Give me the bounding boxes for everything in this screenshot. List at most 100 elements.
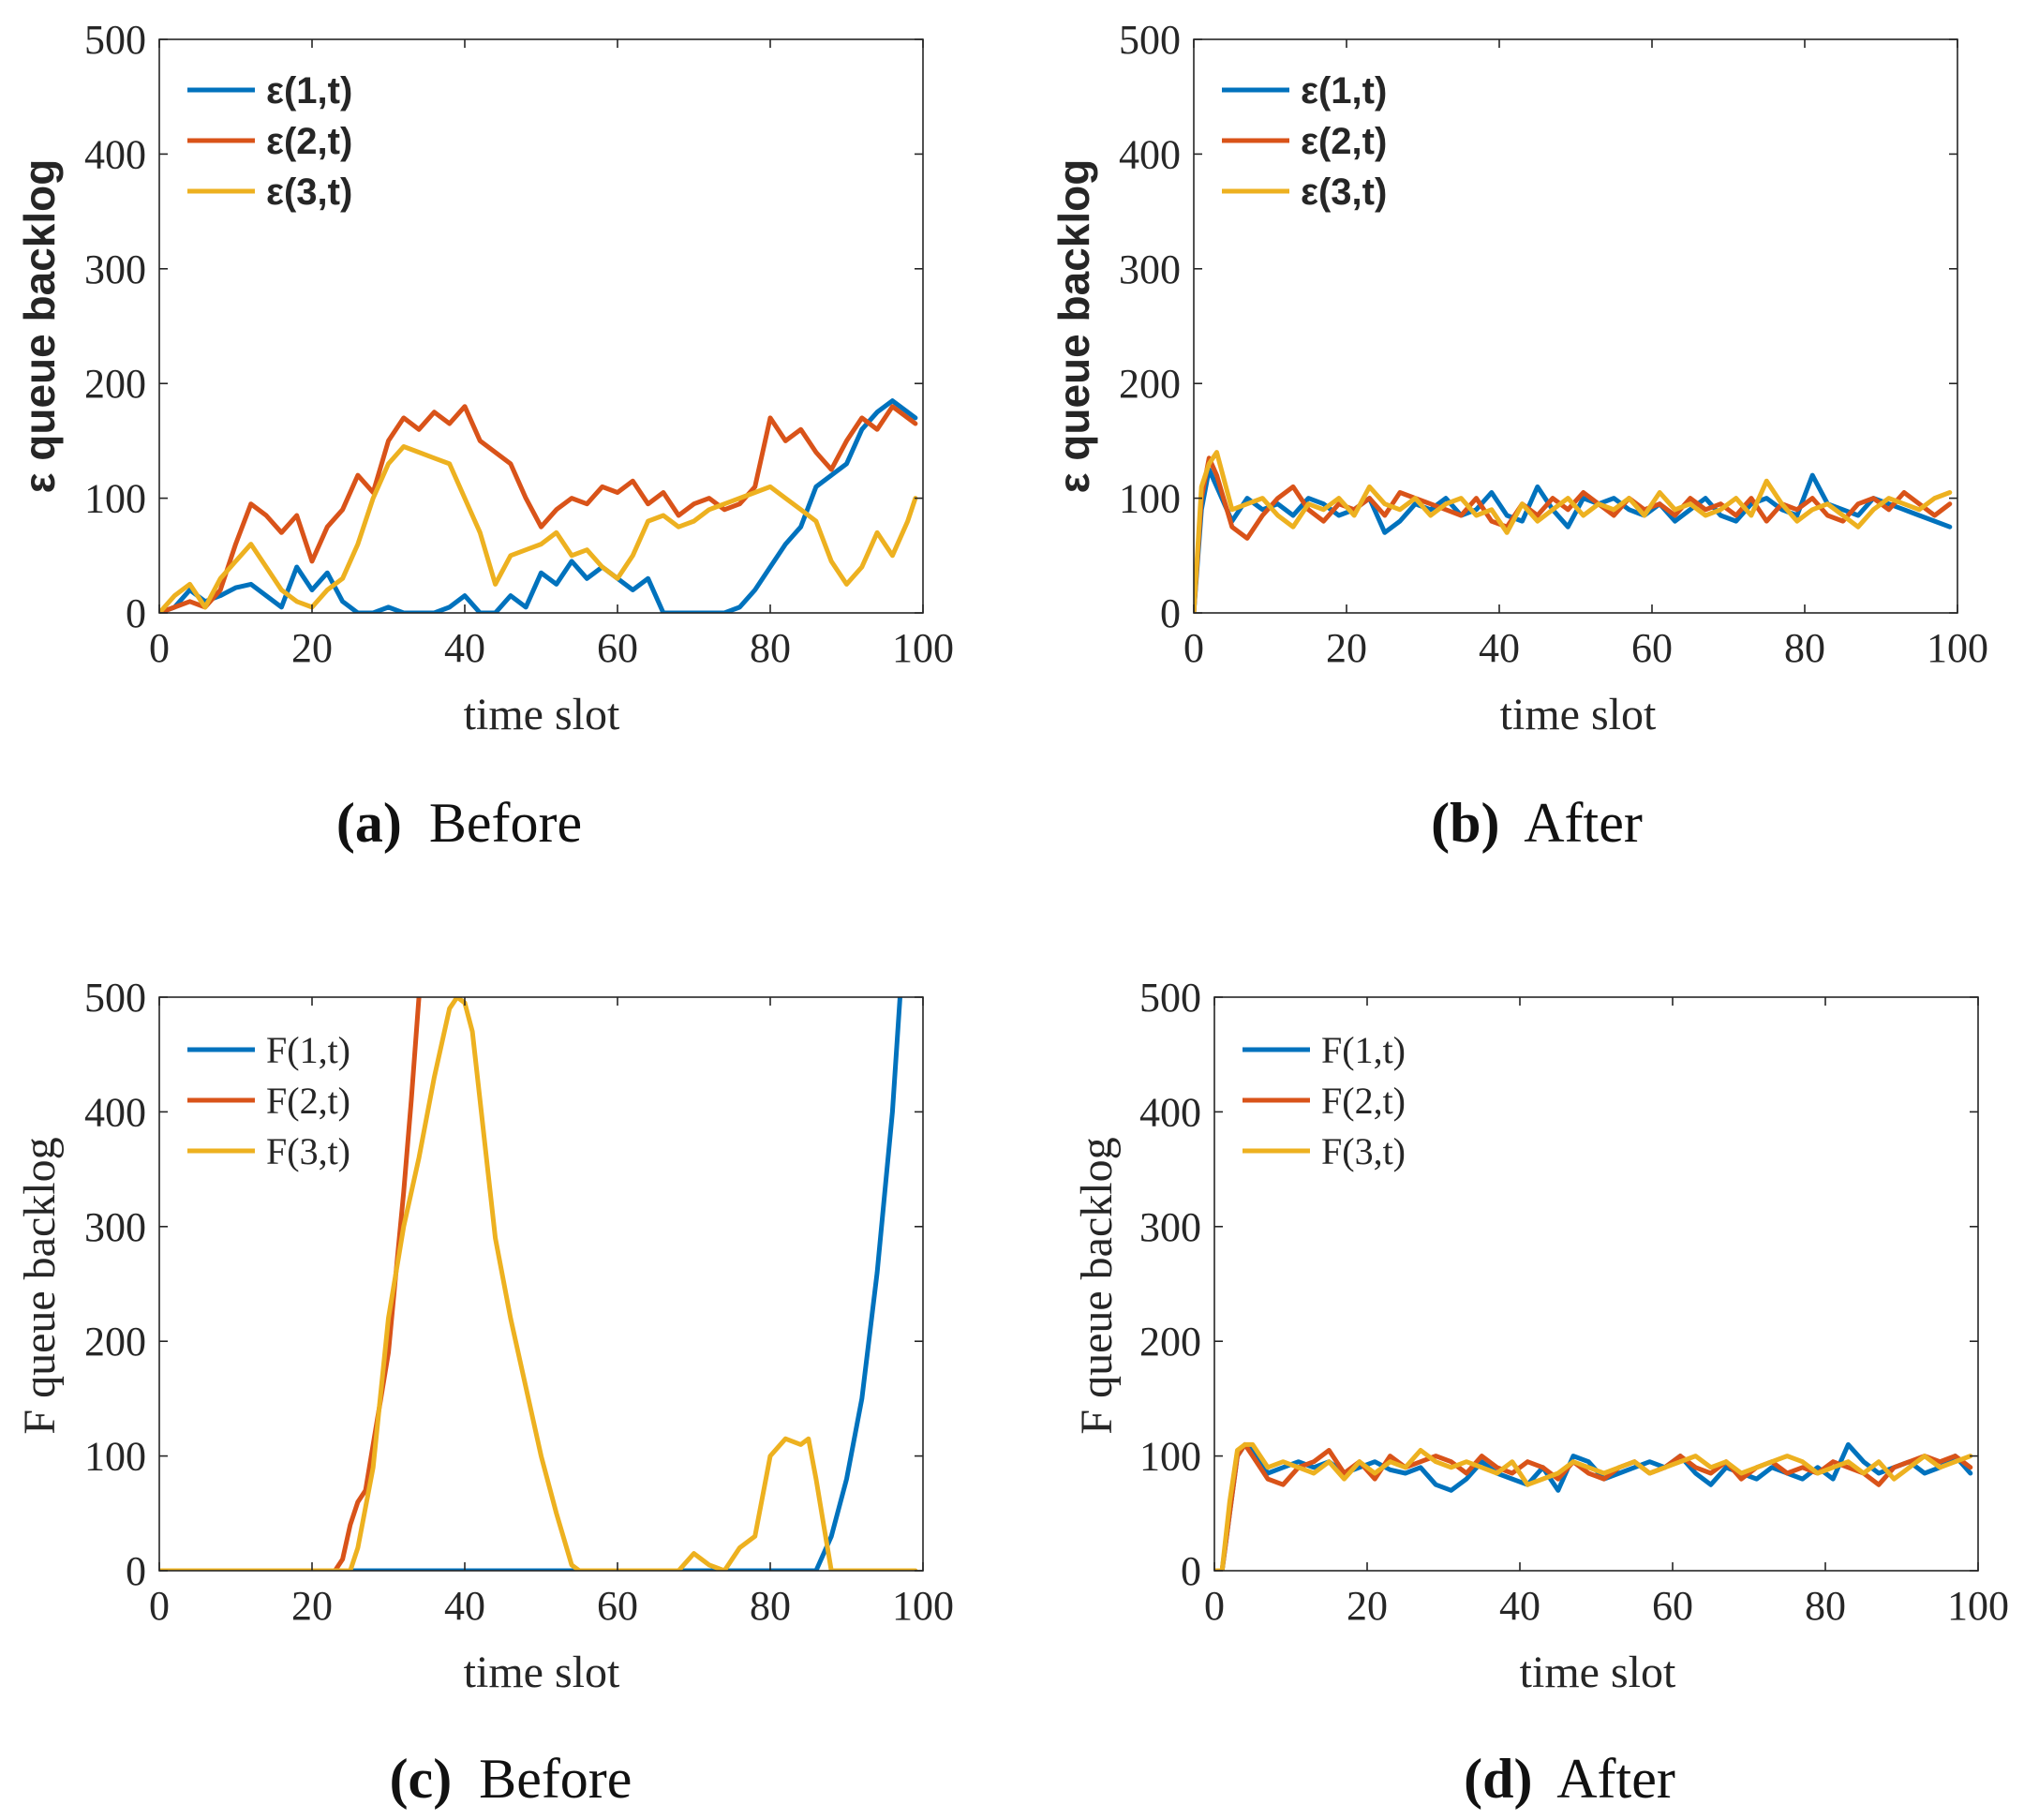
panel-d-legend-label-2: F(2,t) xyxy=(1321,1080,1406,1122)
panel-b-caption-text: After xyxy=(1524,792,1643,854)
panel-b-ytick-label: 400 xyxy=(1119,131,1181,177)
panel-c-plot-area: 0 20 40 60 80 100 0 100 200 300 400 500 F(1,t) F(2,t)… xyxy=(84,975,954,1629)
panel-c-legend-label-2: F(2,t) xyxy=(266,1080,350,1122)
panel-b: 0 20 40 60 80 100 0 100 200 300 400 500 ε(1,t) ε(2,t)… xyxy=(1049,17,1988,854)
panel-a-xtick-label: 100 xyxy=(892,625,954,671)
panel-d-ytick-label: 0 xyxy=(1181,1548,1201,1594)
panel-c-xlabel: time slot xyxy=(464,1648,620,1697)
panel-a-xtick-label: 80 xyxy=(750,625,791,671)
panel-a-series-2-line xyxy=(159,404,918,613)
panel-b-legend-label-2: ε(2,t) xyxy=(1301,121,1387,162)
panel-d-ytick-label: 400 xyxy=(1139,1089,1201,1135)
panel-a-plot-area: 0 20 40 60 80 100 0 100 200 300 400 500 ε(1,t) ε(2,t)… xyxy=(84,17,954,671)
panel-b-ytick-label: 300 xyxy=(1119,246,1181,292)
panel-d-ytick-label: 300 xyxy=(1139,1204,1201,1250)
panel-a-ylabel: ε queue backlog xyxy=(15,159,64,494)
panel-a-xtick-label: 40 xyxy=(444,625,485,671)
panel-d-ylabel: F queue backlog xyxy=(1072,1137,1122,1434)
panel-a-ytick-label: 200 xyxy=(84,361,146,407)
panel-c-xtick-label: 60 xyxy=(597,1583,638,1629)
panel-b-ytick-label: 500 xyxy=(1119,17,1181,63)
panel-d-xtick-label: 40 xyxy=(1499,1583,1540,1629)
panel-c-xtick-label: 20 xyxy=(291,1583,333,1629)
panel-b-xtick-label: 40 xyxy=(1479,625,1520,671)
panel-a-legend-label-1: ε(1,t) xyxy=(266,70,352,112)
panel-c-legend-label-3: F(3,t) xyxy=(266,1130,350,1172)
panel-b-xlabel: time slot xyxy=(1500,690,1657,739)
panel-a-xtick-label: 60 xyxy=(597,625,638,671)
panel-c-ytick-label: 300 xyxy=(84,1204,146,1250)
panel-d-legend-label-1: F(1,t) xyxy=(1321,1029,1406,1071)
panel-b-series-2-line xyxy=(1194,455,1953,613)
panel-a-ytick-label: 500 xyxy=(84,17,146,63)
panel-d-xtick-label: 20 xyxy=(1347,1583,1388,1629)
panel-c-series-3-line xyxy=(159,997,918,1571)
panel-d-xtick-label: 80 xyxy=(1805,1583,1846,1629)
panel-b-series-1-line xyxy=(1194,467,1953,613)
panel-c-caption-text: Before xyxy=(479,1748,632,1810)
panel-c-caption-letter: (c) xyxy=(390,1748,453,1810)
panel-a-ytick-label: 300 xyxy=(84,246,146,292)
panel-c-caption: (c) Before xyxy=(390,1748,632,1810)
panel-d-caption-letter: (d) xyxy=(1464,1748,1532,1810)
panel-a-caption-text: Before xyxy=(429,792,582,854)
panel-a-legend-label-2: ε(2,t) xyxy=(266,121,352,162)
panel-b-caption-letter: (b) xyxy=(1431,792,1499,854)
panel-a-ytick-label: 100 xyxy=(84,476,146,522)
panel-b-caption: (b) After xyxy=(1431,792,1643,854)
panel-b-legend-label-1: ε(1,t) xyxy=(1301,70,1387,112)
panel-d-ytick-label: 100 xyxy=(1139,1434,1201,1480)
panel-d-ytick-label: 500 xyxy=(1139,975,1201,1021)
panel-a-caption: (a) Before xyxy=(336,792,582,854)
panel-b-plot-area: 0 20 40 60 80 100 0 100 200 300 400 500 ε(1,t) ε(2,t)… xyxy=(1119,17,1988,671)
panel-c-ytick-label: 400 xyxy=(84,1089,146,1135)
panel-b-ytick-label: 200 xyxy=(1119,361,1181,407)
panel-a: 0 20 40 60 80 100 0 100 200 300 400 500 ε(1,t) ε(2,t)… xyxy=(15,17,954,854)
panel-c-ytick-label: 0 xyxy=(126,1548,146,1594)
panel-a-xtick-label: 20 xyxy=(291,625,333,671)
panel-b-xtick-label: 80 xyxy=(1784,625,1825,671)
panel-c-ytick-label: 500 xyxy=(84,975,146,1021)
panel-d-series-3-line xyxy=(1214,1441,1973,1571)
panel-a-ytick-label: 0 xyxy=(126,590,146,636)
panel-d-caption: (d) After xyxy=(1464,1748,1675,1810)
panel-d-xtick-label: 100 xyxy=(1947,1583,2009,1629)
panel-c-xtick-label: 0 xyxy=(149,1583,170,1629)
panel-a-caption-letter: (a) xyxy=(336,792,402,854)
panel-d-axes-frame xyxy=(1213,996,1979,1572)
panel-d-xtick-label: 0 xyxy=(1204,1583,1225,1629)
panel-a-axes-frame xyxy=(158,38,924,614)
panel-d: 0 20 40 60 80 100 0 100 200 300 400 500 F(1,t) F(2,t)… xyxy=(1072,975,2009,1810)
panel-d-legend-label-3: F(3,t) xyxy=(1321,1130,1406,1172)
panel-b-xtick-label: 60 xyxy=(1631,625,1673,671)
panel-b-axes-frame xyxy=(1193,38,1958,614)
panel-d-xlabel: time slot xyxy=(1520,1648,1676,1697)
panel-b-ytick-label: 0 xyxy=(1160,590,1181,636)
panel-d-plot-area: 0 20 40 60 80 100 0 100 200 300 400 500 F(1,t) F(2,t)… xyxy=(1139,975,2009,1629)
panel-d-ytick-label: 200 xyxy=(1139,1319,1201,1365)
panel-b-xtick-label: 20 xyxy=(1326,625,1367,671)
panel-c-ylabel: F queue backlog xyxy=(15,1137,65,1434)
panel-b-legend-label-3: ε(3,t) xyxy=(1301,172,1387,213)
panel-c-ytick-label: 100 xyxy=(84,1434,146,1480)
panel-c-xtick-label: 100 xyxy=(892,1583,954,1629)
panel-a-xtick-label: 0 xyxy=(149,625,170,671)
panel-c: 0 20 40 60 80 100 0 100 200 300 400 500 F(1,t) F(2,t)… xyxy=(15,975,954,1810)
panel-c-legend-label-1: F(1,t) xyxy=(266,1029,350,1071)
panel-a-xlabel: time slot xyxy=(464,690,620,739)
panel-b-xtick-label: 100 xyxy=(1927,625,1988,671)
panel-c-series-1-line xyxy=(159,997,902,1571)
panel-d-caption-text: After xyxy=(1556,1748,1675,1810)
panel-a-ytick-label: 400 xyxy=(84,131,146,177)
panel-b-ylabel: ε queue backlog xyxy=(1049,159,1098,494)
panel-c-xtick-label: 80 xyxy=(750,1583,791,1629)
panel-b-ytick-label: 100 xyxy=(1119,476,1181,522)
panel-c-axes-frame xyxy=(158,996,924,1572)
panel-a-legend-label-3: ε(3,t) xyxy=(266,172,352,213)
panel-a-series-3-line xyxy=(159,444,918,613)
panel-b-xtick-label: 0 xyxy=(1183,625,1204,671)
panel-c-xtick-label: 40 xyxy=(444,1583,485,1629)
panel-d-xtick-label: 60 xyxy=(1652,1583,1693,1629)
panel-b-series-3-line xyxy=(1194,450,1953,613)
